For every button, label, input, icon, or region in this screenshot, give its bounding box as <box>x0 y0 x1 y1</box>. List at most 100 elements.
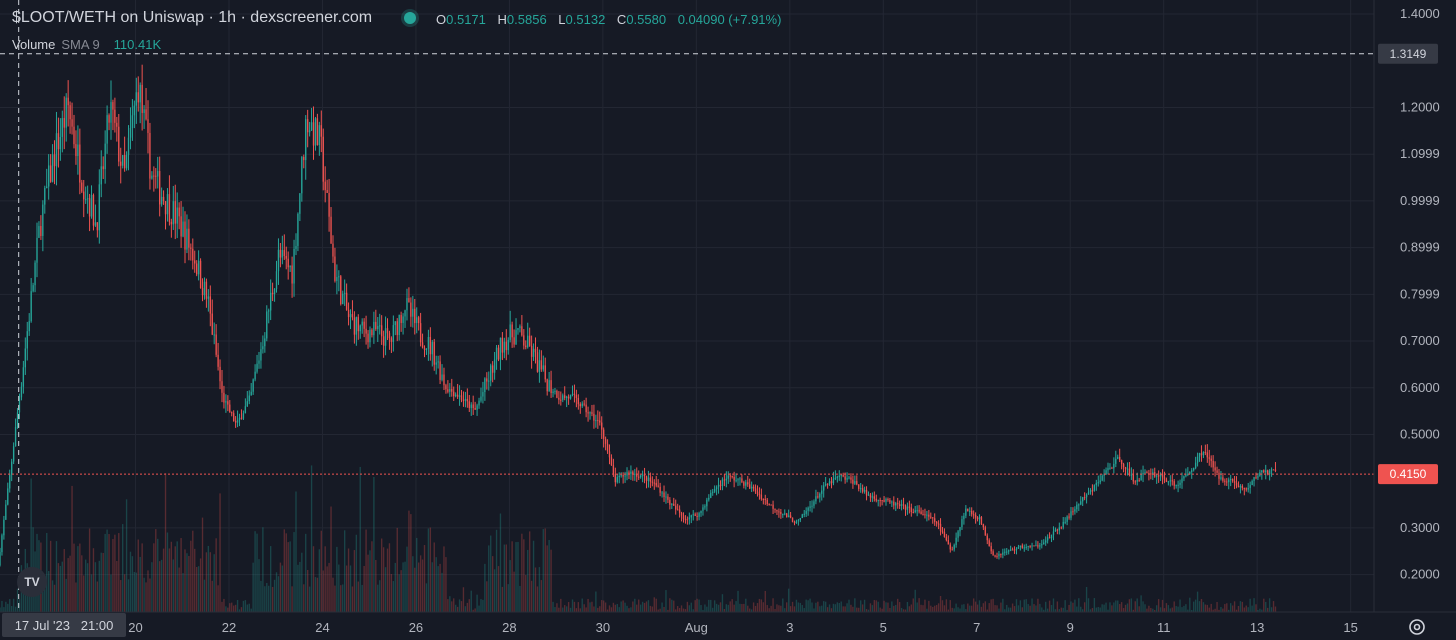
candle-body <box>18 397 21 413</box>
candle-body <box>702 507 704 511</box>
volume-bar <box>127 579 130 612</box>
x-tick-label: 13 <box>1250 620 1264 635</box>
volume-bar <box>768 608 770 612</box>
candle-body <box>1193 468 1195 471</box>
volume-bar <box>153 543 155 612</box>
candle-body <box>277 249 280 272</box>
candle-body <box>974 514 977 518</box>
volume-bar <box>645 601 648 612</box>
candle-body <box>306 119 309 133</box>
volume-bar <box>1083 602 1086 612</box>
candle-body <box>408 298 410 303</box>
volume-bar <box>593 606 595 612</box>
volume-bar <box>782 598 784 612</box>
candle-body <box>922 513 924 515</box>
candle-body <box>850 477 852 480</box>
candle-body <box>1066 516 1068 522</box>
candle-body <box>1163 477 1166 480</box>
volume-bar <box>715 603 718 612</box>
volume-bar <box>269 546 272 612</box>
candle-body <box>1171 480 1173 482</box>
candle-body <box>671 503 673 505</box>
change-value: 0.04090 (+7.91%) <box>677 12 782 27</box>
volume-bar <box>743 603 745 612</box>
time-axis[interactable]: 20 22 24 26 28 30 Aug 3 5 7 9 11 13 15 <box>128 620 1358 635</box>
volume-bar <box>618 607 620 612</box>
candle-body <box>456 394 459 397</box>
volume-bar <box>410 514 412 612</box>
candle-body <box>1266 470 1269 475</box>
volume-bar <box>201 517 204 612</box>
volume-bar <box>182 573 184 612</box>
volume-bar <box>1270 607 1273 612</box>
gear-icon[interactable] <box>1406 616 1428 638</box>
candle-body <box>357 317 359 332</box>
candle-body <box>830 481 833 484</box>
candle-body <box>480 396 482 401</box>
candle-body <box>579 404 581 407</box>
candle-body <box>308 130 311 133</box>
volume-bar <box>1251 605 1253 612</box>
candle-body <box>1062 521 1064 528</box>
candle-body <box>811 505 813 507</box>
volume-bar <box>826 607 829 612</box>
candle-body <box>593 413 595 421</box>
candle-body <box>404 310 406 317</box>
candle-body <box>120 161 122 166</box>
candle-body <box>454 394 457 397</box>
volume-bar <box>460 601 463 612</box>
volume-bar <box>920 604 922 612</box>
candle-body <box>445 385 447 390</box>
candle-body <box>1115 458 1117 464</box>
candle-body <box>1021 545 1024 548</box>
volume-bar <box>1193 601 1195 612</box>
volume-bar <box>1017 605 1020 612</box>
volume-bar <box>577 602 580 612</box>
candle-body <box>511 324 513 338</box>
candle-body <box>949 544 951 550</box>
volume-bar <box>834 604 837 612</box>
price-axis[interactable]: 1.4000 1.2000 1.0999 0.9999 0.8999 0.7999 0.70… <box>1400 6 1440 582</box>
volume-bar <box>507 584 509 612</box>
x-tick-label: 5 <box>880 620 887 635</box>
candle-body <box>293 248 295 284</box>
volume-bar <box>564 605 566 612</box>
volume-bar <box>976 604 979 612</box>
volume-bar <box>262 527 264 612</box>
candle-body <box>414 308 416 324</box>
candle-body <box>75 144 77 157</box>
volume-bar <box>164 473 167 612</box>
candle-body <box>256 363 258 372</box>
volume-bar <box>334 585 336 612</box>
candle-body <box>493 359 496 373</box>
candle-body <box>1150 473 1152 475</box>
candle-body <box>1074 509 1076 512</box>
candle-body <box>392 325 395 342</box>
candle-body <box>587 412 589 414</box>
volume-bar <box>312 546 315 612</box>
volume-bar <box>1037 598 1039 612</box>
volume-bar <box>1179 599 1181 612</box>
candle-body <box>515 330 517 345</box>
candle-body <box>953 544 955 550</box>
candle-body <box>1235 482 1238 486</box>
volume-bar <box>902 609 905 612</box>
candle-body <box>484 378 486 393</box>
volume-bar <box>935 604 938 612</box>
candle-body <box>560 399 562 401</box>
volume-bar <box>823 601 825 612</box>
volume-bar <box>398 574 400 612</box>
candle-body <box>16 412 19 427</box>
volume-bar <box>530 580 533 612</box>
candle-body <box>316 118 319 146</box>
candle-body <box>419 323 422 343</box>
volume-bar <box>211 580 213 612</box>
volume-bar <box>338 564 340 612</box>
tradingview-logo-icon[interactable]: TV <box>17 567 47 597</box>
candle-body <box>832 478 835 484</box>
candle-body <box>227 401 229 405</box>
volume-bar <box>386 548 389 612</box>
candle-body <box>476 405 478 410</box>
volume-bar <box>266 582 268 612</box>
